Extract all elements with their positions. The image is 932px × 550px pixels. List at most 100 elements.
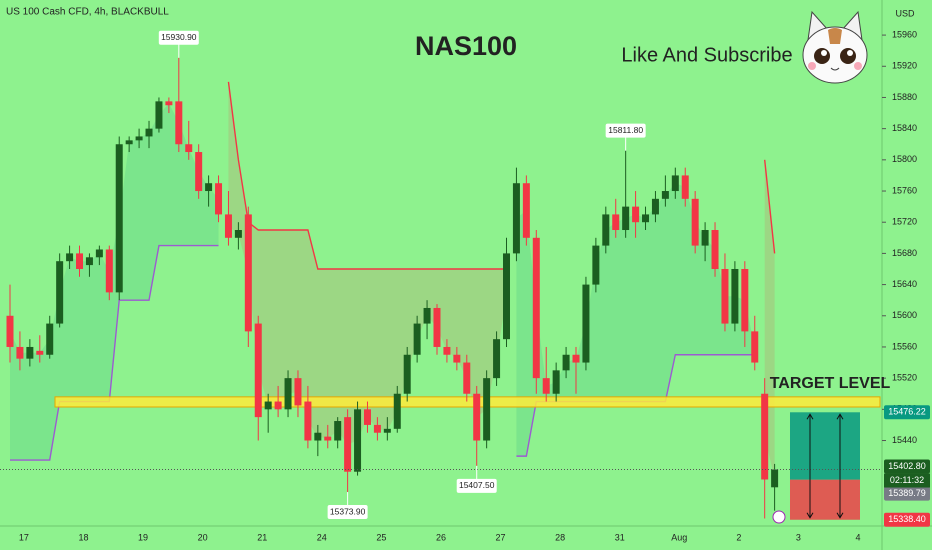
candle-body <box>135 136 143 141</box>
x-tick-label: 24 <box>317 532 327 542</box>
y-tick-label: 15600 <box>892 310 917 320</box>
candle-body <box>522 183 530 238</box>
candle-body <box>66 253 74 262</box>
candle-body <box>125 140 133 145</box>
candle-body <box>552 370 560 394</box>
candle-body <box>473 393 481 441</box>
candle-body <box>254 323 262 418</box>
currency: USD <box>895 8 915 18</box>
candle-body <box>642 214 650 223</box>
candle-body <box>403 354 411 394</box>
candle-body <box>393 393 401 429</box>
subtitle: Like And Subscribe <box>621 44 792 66</box>
candle-body <box>671 175 679 192</box>
y-tick-label: 15440 <box>892 435 917 445</box>
band-fill <box>228 81 507 445</box>
y-tick-label: 15880 <box>892 92 917 102</box>
countdown-box <box>884 473 930 488</box>
x-tick-label: 17 <box>19 532 29 542</box>
candle-body <box>373 424 381 433</box>
callout-box <box>158 30 199 45</box>
alert-icon <box>772 510 786 524</box>
candle-body <box>56 261 64 324</box>
candle-body <box>36 350 44 355</box>
chart-title: NAS100 <box>415 31 517 61</box>
candle-body <box>145 128 153 137</box>
candle-body <box>234 230 242 238</box>
candle-body <box>26 346 34 359</box>
candle-body <box>284 378 292 410</box>
callout-box <box>456 478 497 493</box>
candle-body <box>363 409 371 425</box>
x-tick-label: 4 <box>856 532 861 542</box>
band-line <box>763 159 776 254</box>
y-tick-label: 15920 <box>892 61 917 71</box>
mid-layer <box>0 57 882 520</box>
x-tick-label: 2 <box>736 532 741 542</box>
x-tick-label: 26 <box>436 532 446 542</box>
callout-box <box>327 505 368 520</box>
candle-body <box>433 307 441 347</box>
target-zone <box>54 396 881 408</box>
back-layer <box>10 34 886 479</box>
candle-body <box>215 183 223 215</box>
candle-body <box>413 323 421 355</box>
candle-body <box>16 346 24 359</box>
candle-body <box>711 230 719 269</box>
candle-body <box>195 152 203 192</box>
candle-body <box>562 354 570 371</box>
candle-body <box>651 198 659 215</box>
candle-body <box>512 183 520 254</box>
x-tick-label: 20 <box>198 532 208 542</box>
candle-body <box>95 249 103 258</box>
candle-body <box>542 378 550 394</box>
header: US 100 Cash CFD, 4h, BLACKBULL <box>6 7 169 18</box>
front-layer: 1544015480155201556015600156401568015720… <box>19 29 930 542</box>
candle-body <box>691 198 699 246</box>
callout-label: 15811.80 <box>608 125 643 135</box>
candle-body <box>185 144 193 153</box>
candle-body <box>6 315 14 347</box>
candle-body <box>324 436 332 441</box>
candle-body <box>602 214 610 246</box>
y-tick-label: 15720 <box>892 217 917 227</box>
price-tag-label: 15476.22 <box>888 407 926 417</box>
callout-label: 15930.90 <box>161 32 197 42</box>
candle-body <box>155 101 163 129</box>
cat-icon <box>802 10 868 84</box>
candle-body <box>453 354 461 363</box>
y-tick-label: 15840 <box>892 123 917 133</box>
candle-body <box>46 323 54 355</box>
position-stop <box>790 479 860 520</box>
candle-body <box>761 393 769 480</box>
y-tick-label: 15680 <box>892 248 917 258</box>
candle-body <box>771 469 779 488</box>
candle-body <box>423 307 431 324</box>
price-tag <box>884 405 930 420</box>
x-tick-label: 18 <box>78 532 88 542</box>
x-tick-label: 31 <box>615 532 625 542</box>
y-tick-label: 15960 <box>892 29 917 39</box>
price-tag <box>884 459 930 474</box>
candle-body <box>354 409 362 472</box>
x-tick-label: 28 <box>555 532 565 542</box>
x-tick-label: Aug <box>671 532 687 542</box>
candle-body <box>622 206 630 231</box>
candle-body <box>463 362 471 394</box>
candle-body <box>274 401 282 410</box>
candle-body <box>224 214 232 238</box>
x-tick-label: 19 <box>138 532 148 542</box>
candle-body <box>493 339 501 379</box>
callout-label: 15373.90 <box>330 506 366 516</box>
candle-body <box>681 175 689 199</box>
candle-body <box>85 257 93 266</box>
candle-body <box>443 346 451 355</box>
candle-body <box>721 268 729 324</box>
candle-body <box>205 183 213 192</box>
price-tag <box>884 512 930 527</box>
candle-body <box>314 432 322 441</box>
arrow-head <box>836 413 844 519</box>
position-target <box>790 412 860 480</box>
price-tag-label: 15389.79 <box>888 488 926 498</box>
candle-body <box>304 401 312 441</box>
